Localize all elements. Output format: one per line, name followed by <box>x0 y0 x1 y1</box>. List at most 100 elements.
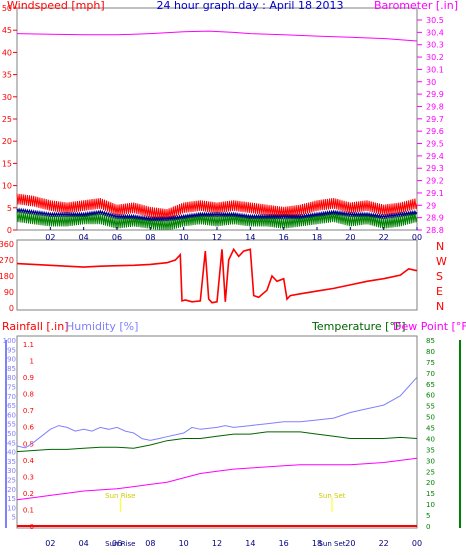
barometer-tick-label: 29.4 <box>426 152 444 161</box>
wind-tick-label: 35 <box>2 71 12 80</box>
climate-panel-frame <box>16 335 418 529</box>
temperature-tick-label: 60 <box>426 392 435 400</box>
hour-tick-label: 18 <box>312 539 322 548</box>
humidity-tick-label: 20 <box>7 486 16 494</box>
humidity-tick-label: 100 <box>3 337 16 345</box>
hour-tick-label: 08 <box>145 233 155 242</box>
compass-label: N <box>436 300 444 313</box>
temperature-tick-label: 30 <box>426 457 435 465</box>
sun-event-label: Sun Rise <box>105 492 135 500</box>
humidity-tick-label: 10 <box>7 504 16 512</box>
hour-tick-label: 10 <box>179 233 189 242</box>
barometer-tick-label: 28.9 <box>426 214 444 223</box>
barometer-axis-label: Barometer [.in] <box>374 0 458 12</box>
hour-tick-label: 08 <box>145 539 155 548</box>
hour-tick-label: 02 <box>45 233 55 242</box>
hour-tick-label: 14 <box>245 539 255 548</box>
hour-tick-label: 16 <box>279 233 289 242</box>
hour-tick-label: 16 <box>279 539 289 548</box>
temperature-tick-label: 15 <box>426 490 435 498</box>
sun-event-axis-label: Sun Set <box>318 540 345 548</box>
barometer-tick-label: 30 <box>426 78 436 87</box>
rain-tick-label: 0.2 <box>23 490 34 498</box>
barometer-tick-label: 30.4 <box>426 28 444 37</box>
temperature-tick-label: 20 <box>426 479 435 487</box>
hour-tick-label: 10 <box>179 539 189 548</box>
temperature-line <box>16 431 418 453</box>
wind-average-line <box>16 207 418 222</box>
humidity-line <box>16 376 418 449</box>
humidity-tick-label: 70 <box>7 393 16 401</box>
rain-tick-label: 0.9 <box>23 374 34 382</box>
humidity-tick-label: 95 <box>7 346 16 354</box>
temperature-tick-label: 0 <box>426 523 430 531</box>
barometer-tick-label: 29.2 <box>426 177 444 186</box>
rain-tick-label: 0.1 <box>23 506 34 514</box>
direction-tick-label: 180 <box>0 272 14 281</box>
direction-tick-label: 360 <box>0 240 14 249</box>
barometer-tick-label: 28.8 <box>426 226 444 235</box>
temperature-tick-label: 45 <box>426 425 435 433</box>
humidity-tick-label: 40 <box>7 449 16 457</box>
humidity-tick-label: 45 <box>7 439 16 447</box>
dewpoint-axis-label: Dew Point [°F] <box>393 320 466 333</box>
sun-event-label: Sun Set <box>318 492 345 500</box>
humidity-tick-label: 85 <box>7 365 16 373</box>
barometer-tick-label: 29.9 <box>426 90 444 99</box>
hour-tick-label: 20 <box>345 233 355 242</box>
temperature-tick-label: 35 <box>426 446 435 454</box>
rain-tick-label: 1.1 <box>23 341 34 349</box>
wind-tick-label: 25 <box>2 115 12 124</box>
temperature-tick-label: 85 <box>426 337 435 345</box>
rain-tick-label: 0.3 <box>23 473 34 481</box>
wind-tick-label: 0 <box>7 226 12 235</box>
temperature-tick-label: 65 <box>426 381 435 389</box>
barometer-tick-label: 30.1 <box>426 65 444 74</box>
hour-tick-label: 20 <box>345 539 355 548</box>
dewpoint-line <box>16 457 418 501</box>
hour-tick-label: 14 <box>245 233 255 242</box>
humidity-tick-label: 55 <box>7 421 16 429</box>
humidity-tick-label: 35 <box>7 458 16 466</box>
hour-tick-label: 02 <box>45 539 55 548</box>
hour-tick-label: 18 <box>312 233 322 242</box>
barometer-tick-label: 29.8 <box>426 102 444 111</box>
compass-label: S <box>436 270 443 283</box>
direction-tick-label: 90 <box>4 288 14 297</box>
sun-event-axis-label: Sun Rise <box>105 540 135 548</box>
rainfall-axis-label: Rainfall [.in] <box>2 320 69 333</box>
wind-tick-label: 40 <box>2 48 12 57</box>
temperature-tick-label: 80 <box>426 348 435 356</box>
humidity-tick-label: 25 <box>7 477 16 485</box>
hour-tick-label: 12 <box>212 539 222 548</box>
barometer-tick-label: 29.6 <box>426 127 444 136</box>
humidity-tick-label: 30 <box>7 467 16 475</box>
hour-tick-label: 22 <box>379 539 389 548</box>
chart-title: 24 hour graph day : April 18 2013 <box>157 0 344 12</box>
rain-tick-label: 0.8 <box>23 391 34 399</box>
humidity-tick-label: 60 <box>7 411 16 419</box>
barometer-tick-label: 30.2 <box>426 53 444 62</box>
temperature-tick-label: 70 <box>426 370 435 378</box>
wind-panel-frame <box>16 7 418 231</box>
direction-tick-label: 270 <box>0 256 14 265</box>
humidity-axis-label: Humidity [%] <box>66 320 138 333</box>
wind-tick-label: 30 <box>2 93 12 102</box>
wind-axis-label: Windspeed [mph] <box>7 0 105 12</box>
barometer-line <box>16 30 418 42</box>
compass-label: N <box>436 240 444 253</box>
wind-tick-label: 15 <box>2 159 12 168</box>
humidity-tick-label: 90 <box>7 356 16 364</box>
temperature-tick-label: 55 <box>426 403 435 411</box>
humidity-tick-label: 65 <box>7 402 16 410</box>
hour-tick-label: 06 <box>112 539 122 548</box>
compass-label: E <box>436 285 443 298</box>
barometer-tick-label: 30.3 <box>426 41 444 50</box>
hour-tick-label: 22 <box>379 233 389 242</box>
temperature-tick-label: 75 <box>426 359 435 367</box>
wind-tick-label: 50 <box>2 4 12 13</box>
humidity-tick-label: 50 <box>7 430 16 438</box>
hour-tick-label: 06 <box>112 233 122 242</box>
